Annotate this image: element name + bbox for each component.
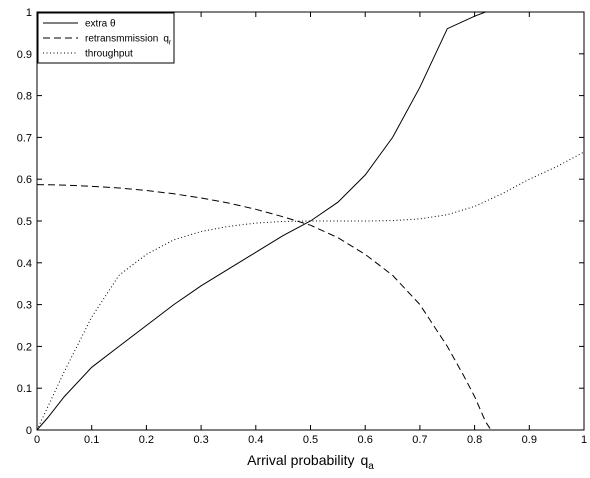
x-axis-label-subscript: a (368, 461, 374, 472)
legend-label: throughput (85, 49, 133, 60)
y-tick-label: 0.4 (17, 258, 32, 270)
x-axis-label-text: Arrival probability (247, 452, 354, 468)
x-tick-label: 0.8 (467, 434, 482, 446)
legend-label: extra θ (85, 19, 116, 30)
axis-ticks: 0 0.1 0.2 0.3 0.4 0.5 0.6 0.7 0.8 0.9 1 0 0.1 0.2 0.3 0… (17, 7, 587, 446)
series-line-dotted (36, 151, 585, 431)
y-tick-label: 0.7 (17, 132, 32, 144)
y-tick-label: 0.6 (17, 174, 32, 186)
y-tick-label: 0.9 (17, 49, 32, 61)
x-tick-label: 0.5 (303, 434, 318, 446)
y-tick-label: 0.5 (17, 216, 32, 228)
series-layer (36, 11, 585, 431)
x-tick-label: 0.2 (139, 434, 154, 446)
x-axis-label: Arrival probability qa (247, 452, 374, 472)
x-tick-label: 0.6 (358, 434, 373, 446)
x-tick-label: 0 (34, 434, 40, 446)
y-tick-label: 0.1 (17, 383, 32, 395)
x-tick-label: 0.1 (84, 434, 99, 446)
x-tick-label: 0.4 (248, 434, 263, 446)
y-tick-label: 0.2 (17, 341, 32, 353)
series-line-solid (36, 11, 584, 431)
legend: extra θ retransmmission qr throughput (37, 12, 175, 64)
legend-label: retransmmission qr (85, 34, 172, 47)
x-tick-label: 0.3 (193, 434, 208, 446)
y-tick-label: 0.8 (17, 91, 32, 103)
x-tick-label: 0.9 (522, 434, 537, 446)
x-tick-label: 0.7 (412, 434, 427, 446)
y-tick-label: 0 (26, 425, 32, 437)
series-line-dashed (36, 184, 492, 431)
x-axis-label-symbol: q (361, 452, 369, 468)
y-tick-label: 1 (26, 7, 32, 19)
y-tick-label: 0.3 (17, 300, 32, 312)
x-tick-label: 1 (581, 434, 587, 446)
